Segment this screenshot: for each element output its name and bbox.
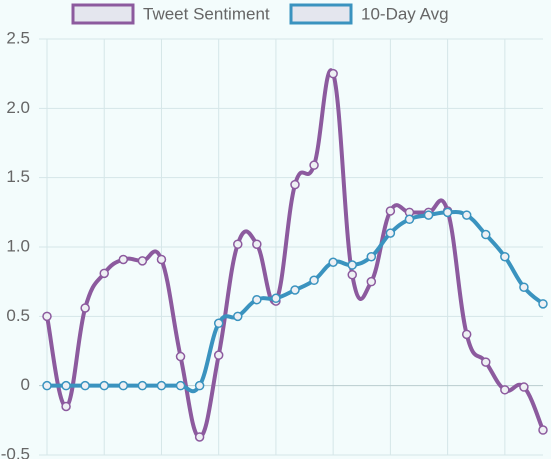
data-point	[118, 254, 129, 265]
data-point	[481, 229, 491, 240]
data-point	[442, 207, 453, 218]
legend-swatch	[289, 3, 353, 25]
data-point	[271, 293, 281, 304]
data-point	[519, 382, 529, 392]
data-point	[481, 357, 491, 367]
y-tick-label: -0.5	[1, 444, 30, 459]
data-point	[194, 432, 205, 442]
data-point	[461, 210, 472, 220]
legend-label: Tweet Sentiment	[143, 4, 270, 23]
data-point	[61, 380, 71, 391]
data-point	[137, 256, 148, 266]
data-point	[61, 401, 71, 412]
data-point	[175, 351, 186, 362]
data-point	[500, 385, 510, 395]
legend-label: 10-Day Avg	[361, 4, 449, 23]
data-point	[347, 260, 357, 270]
data-point	[500, 251, 510, 262]
data-point	[290, 285, 300, 295]
data-point	[80, 380, 90, 391]
data-point	[80, 303, 90, 313]
data-point	[137, 380, 148, 391]
y-tick-label: 1.0	[6, 236, 30, 255]
data-point	[252, 294, 262, 305]
y-tick-label: 1.5	[6, 167, 30, 186]
data-point	[328, 257, 338, 268]
data-point	[213, 318, 224, 329]
data-point	[538, 299, 548, 309]
data-point	[233, 239, 243, 249]
series-line	[46, 210, 545, 394]
data-point	[290, 179, 300, 190]
data-point	[404, 214, 415, 225]
data-point	[385, 228, 396, 238]
data-point	[42, 311, 52, 322]
data-point	[309, 275, 319, 286]
data-point	[309, 160, 319, 170]
data-point	[538, 425, 548, 435]
data-point	[366, 251, 377, 262]
data-point	[156, 380, 167, 391]
data-point	[99, 380, 109, 391]
data-point	[252, 239, 262, 249]
data-point	[328, 68, 338, 79]
y-tick-label: 2.0	[6, 98, 30, 117]
data-point	[175, 380, 186, 391]
y-tick-label: 2.5	[6, 28, 30, 47]
y-tick-label: 0.5	[6, 306, 30, 325]
data-point	[423, 210, 434, 220]
data-point	[366, 276, 377, 287]
data-point	[42, 380, 52, 391]
data-point	[156, 254, 167, 265]
data-point	[99, 268, 109, 279]
data-point	[118, 380, 129, 391]
data-point	[347, 269, 357, 280]
data-point	[233, 311, 243, 322]
data-point	[519, 282, 529, 292]
data-point	[213, 350, 224, 360]
legend-swatch	[71, 3, 135, 25]
y-tick-label: 0	[21, 375, 30, 394]
data-point	[385, 206, 396, 216]
data-point	[461, 329, 472, 340]
data-point	[194, 380, 205, 391]
